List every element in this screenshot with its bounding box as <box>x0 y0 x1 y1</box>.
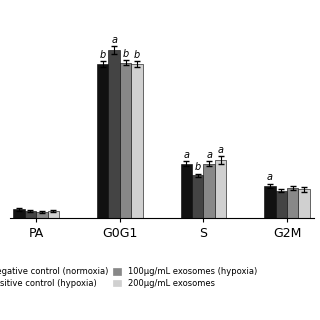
Text: b: b <box>195 162 201 172</box>
Bar <box>97 64 108 218</box>
Text: a: a <box>206 150 212 160</box>
Bar <box>25 211 36 218</box>
Text: b: b <box>100 50 106 60</box>
Bar <box>204 164 215 218</box>
Text: a: a <box>183 150 189 160</box>
Bar <box>215 160 226 218</box>
Text: b: b <box>134 50 140 60</box>
Bar <box>180 164 192 218</box>
Bar <box>120 63 131 218</box>
Bar <box>264 186 276 218</box>
Text: a: a <box>111 35 117 45</box>
Text: a: a <box>267 172 273 182</box>
Bar <box>108 50 120 218</box>
Bar <box>36 212 48 218</box>
Bar <box>48 212 59 218</box>
Bar <box>287 188 298 218</box>
Text: a: a <box>218 145 223 155</box>
Bar <box>131 64 143 218</box>
Legend: Negative control (normoxia), Positive control (hypoxia), 100µg/mL exosomes (hypo: Negative control (normoxia), Positive co… <box>0 264 260 291</box>
Bar <box>276 191 287 218</box>
Text: b: b <box>122 49 129 59</box>
Bar <box>298 189 310 218</box>
Bar <box>13 209 25 218</box>
Bar <box>192 175 204 218</box>
